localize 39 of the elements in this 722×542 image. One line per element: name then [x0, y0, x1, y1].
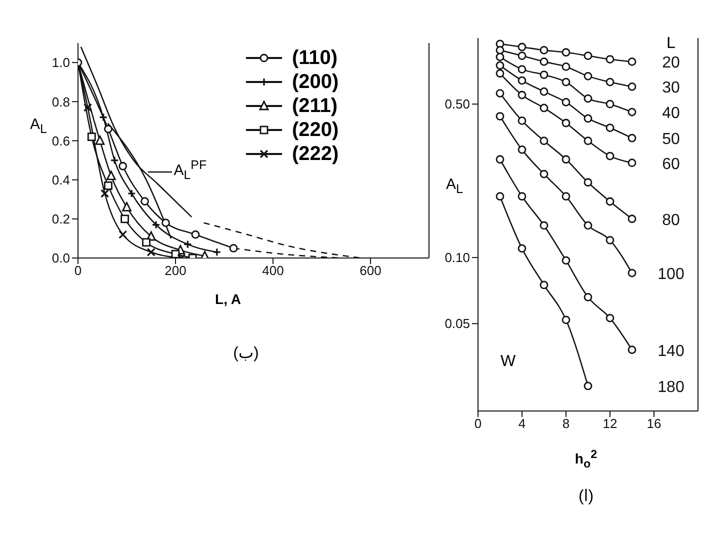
y-tick-label: 0.4 — [52, 172, 70, 188]
x-tick-label: 4 — [518, 416, 526, 432]
y-tick-label: 0.2 — [52, 212, 70, 227]
text: 180 — [658, 378, 684, 396]
x-tick-label: 8 — [562, 416, 570, 432]
legend-label: (200) — [292, 70, 339, 94]
legend-label: (211) — [292, 94, 338, 118]
series-label: 30 — [662, 80, 680, 97]
y-axis-title: A$_{L}$ — [30, 116, 47, 136]
series-label: 140 — [658, 342, 684, 360]
x-axis-title: L, A — [215, 291, 241, 307]
x-tick-label: 400 — [262, 263, 284, 278]
y-tick-label: 0.10 — [444, 250, 470, 266]
series-label: 80 — [662, 212, 680, 229]
y-tick-label: 0.05 — [444, 316, 470, 332]
y-tick-label: 1.0 — [52, 55, 70, 70]
y-tick-label: 0.0 — [52, 250, 70, 266]
series-label: 20 — [662, 54, 680, 72]
series-label: 50 — [662, 131, 680, 148]
x-tick-label: 600 — [360, 263, 382, 278]
y-tick-label: 0.6 — [52, 133, 70, 148]
x-tick-label: 16 — [646, 416, 662, 432]
y-axis-title: A$_{L}$ — [446, 176, 463, 196]
legend-label: (110) — [292, 46, 338, 70]
legend-label: (222) — [292, 142, 339, 166]
x-tick-label: 0 — [474, 416, 482, 432]
x-tick-label: 200 — [164, 263, 186, 278]
x-tick-label: 12 — [602, 416, 618, 432]
text: (ب) — [233, 344, 259, 363]
series-label: 100 — [658, 266, 684, 284]
series-label: 60 — [662, 156, 680, 173]
y-tick-label: 0.50 — [444, 96, 470, 112]
y-tick-label: 0.8 — [52, 94, 70, 110]
annotation: W — [500, 353, 516, 371]
legend-label: (220) — [292, 118, 339, 142]
text: (ا) — [578, 487, 594, 506]
legend-title: L — [666, 35, 676, 53]
series-label: 40 — [662, 105, 680, 122]
x-tick-label: 0 — [74, 263, 82, 278]
